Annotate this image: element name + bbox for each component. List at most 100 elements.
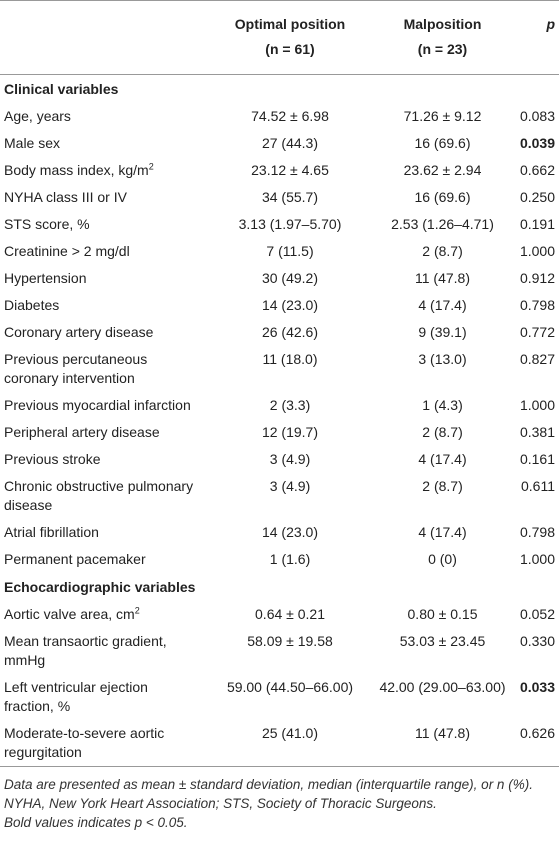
malposition-cell: 3 (13.0) xyxy=(418,351,467,367)
malposition-cell: 1 (4.3) xyxy=(422,397,463,413)
data-row: Age, years 74.52 ± 6.98 71.26 ± 9.12 0.083 xyxy=(0,103,559,130)
row-label: Previous percutaneous coronary intervent… xyxy=(4,351,148,386)
table-body: Clinical variables Age, years 74.52 ± 6.98… xyxy=(0,75,559,767)
malposition-cell: 0.80 ± 0.15 xyxy=(407,606,478,622)
row-label: Chronic obstructive pulmonary disease xyxy=(4,478,194,513)
footnote: Data are presented as mean ± standard de… xyxy=(4,777,533,792)
row-label-cell: Aortic valve area, cm2 xyxy=(0,601,205,628)
optimal-cell: 2 (3.3) xyxy=(269,397,311,413)
data-row: Hypertension 30 (49.2) 11 (47.8) 0.912 xyxy=(0,265,559,292)
malposition-cell: 2 (8.7) xyxy=(422,424,463,440)
row-label: Mean transaortic gradient, mmHg xyxy=(4,633,167,668)
row-label: STS score, % xyxy=(4,216,90,232)
row-label-cell: Previous stroke xyxy=(0,446,205,473)
malposition-cell: 11 (47.8) xyxy=(415,725,470,741)
superscript: 2 xyxy=(148,161,154,172)
row-label-cell: STS score, % xyxy=(0,211,205,238)
footnote: NYHA, New York Heart Association; STS, S… xyxy=(4,796,437,811)
malposition-cell: 4 (17.4) xyxy=(418,297,467,313)
data-row: Atrial fibrillation 14 (23.0) 4 (17.4) 0.79… xyxy=(0,519,559,546)
malposition-cell: 9 (39.1) xyxy=(418,324,467,340)
p-value-cell: 0.662 xyxy=(519,162,555,178)
optimal-cell: 3 (4.9) xyxy=(269,478,311,494)
row-label: NYHA class III or IV xyxy=(4,189,127,205)
p-value-cell: 0.191 xyxy=(519,216,555,232)
data-row: Male sex 27 (44.3) 16 (69.6) 0.039 xyxy=(0,130,559,157)
data-row: Permanent pacemaker 1 (1.6) 0 (0) 1.000 xyxy=(0,546,559,573)
p-value-cell: 0.330 xyxy=(519,633,555,649)
row-label-cell: Previous myocardial infarction xyxy=(0,392,205,419)
malposition-cell: 2 (8.7) xyxy=(422,243,463,259)
p-value-cell: 0.381 xyxy=(519,424,555,440)
row-label: Hypertension xyxy=(4,270,87,286)
malposition-cell: 4 (17.4) xyxy=(418,451,467,467)
row-label: Previous stroke xyxy=(4,451,101,467)
row-label-cell: Moderate-to-severe aortic regurgitation xyxy=(0,720,205,767)
malposition-cell: 2.53 (1.26–4.71) xyxy=(391,216,494,232)
header-cell xyxy=(0,1,205,75)
data-row: Peripheral artery disease 12 (19.7) 2 (8.7… xyxy=(0,419,559,446)
data-row: Chronic obstructive pulmonary disease 3 (… xyxy=(0,473,559,519)
superscript: 2 xyxy=(134,605,140,616)
optimal-cell: 27 (44.3) xyxy=(261,135,319,151)
row-label: Peripheral artery disease xyxy=(4,424,160,440)
p-value-cell: 0.626 xyxy=(519,725,555,741)
malposition-cell: 71.26 ± 9.12 xyxy=(403,108,482,124)
p-value-cell: 0.039 xyxy=(519,135,555,151)
data-row: NYHA class III or IV 34 (55.7) 16 (69.6) 0.… xyxy=(0,184,559,211)
header-cell: p xyxy=(546,16,555,32)
section-title: Echocardiographic variables xyxy=(4,579,196,595)
data-row: Coronary artery disease 26 (42.6) 9 (39.1)… xyxy=(0,319,559,346)
section-title: Clinical variables xyxy=(4,81,119,97)
p-value-cell: 1.000 xyxy=(519,551,555,567)
malposition-cell: 2 (8.7) xyxy=(422,478,463,494)
data-row: Creatinine > 2 mg/dl 7 (11.5) 2 (8.7) 1.000 xyxy=(0,238,559,265)
data-row: Mean transaortic gradient, mmHg 58.09 ± 1… xyxy=(0,628,559,674)
data-row: Previous myocardial infarction 2 (3.3) 1 (… xyxy=(0,392,559,419)
row-label-cell: Permanent pacemaker xyxy=(0,546,205,573)
row-label: Body mass index, kg/m xyxy=(4,162,149,178)
p-value-cell: 0.827 xyxy=(519,351,555,367)
row-label-cell: Hypertension xyxy=(0,265,205,292)
data-row: Diabetes 14 (23.0) 4 (17.4) 0.798 xyxy=(0,292,559,319)
p-value-cell: 0.798 xyxy=(519,524,555,540)
optimal-cell: 26 (42.6) xyxy=(261,324,319,340)
optimal-cell: 3 (4.9) xyxy=(269,451,311,467)
row-label: Diabetes xyxy=(4,297,60,313)
footnotes: Data are presented as mean ± standard de… xyxy=(0,767,559,832)
row-label: Aortic valve area, cm xyxy=(4,606,135,622)
optimal-cell: 58.09 ± 19.58 xyxy=(247,633,333,649)
header-row: Optimal position (n = 61) Malposition (n =… xyxy=(0,0,559,75)
optimal-cell: 0.64 ± 0.21 xyxy=(255,606,325,622)
optimal-cell: 30 (49.2) xyxy=(261,270,319,286)
row-label-cell: Previous percutaneous coronary intervent… xyxy=(0,346,205,392)
p-value-cell: 0.772 xyxy=(519,324,555,340)
section-row: Echocardiographic variables xyxy=(0,573,559,601)
header-n: (n = 23) xyxy=(417,41,468,57)
optimal-cell: 11 (18.0) xyxy=(262,351,318,367)
row-label-cell: Diabetes xyxy=(0,292,205,319)
p-value-cell: 0.912 xyxy=(519,270,555,286)
header-cell: Optimal position (n = 61) xyxy=(205,1,375,75)
row-label-cell: Creatinine > 2 mg/dl xyxy=(0,238,205,265)
row-label: Left ventricular ejection fraction, % xyxy=(4,679,148,714)
row-label: Creatinine > 2 mg/dl xyxy=(4,243,130,259)
header-cell: Malposition (n = 23) xyxy=(375,1,510,75)
row-label-cell: Left ventricular ejection fraction, % xyxy=(0,674,205,720)
row-label: Male sex xyxy=(4,135,61,151)
row-label-cell: NYHA class III or IV xyxy=(0,184,205,211)
optimal-cell: 34 (55.7) xyxy=(261,189,319,205)
footnote: Bold values indicates p < 0.05. xyxy=(4,815,188,830)
data-table: Optimal position (n = 61) Malposition (n =… xyxy=(0,0,559,767)
p-value-cell: 0.611 xyxy=(521,478,555,494)
p-value-cell: 1.000 xyxy=(519,243,555,259)
malposition-cell: 16 (69.6) xyxy=(414,189,471,205)
row-label-cell: Peripheral artery disease xyxy=(0,419,205,446)
data-row: Body mass index, kg/m2 23.12 ± 4.65 23.62 … xyxy=(0,157,559,184)
header-title: Malposition xyxy=(403,16,482,32)
section-row: Clinical variables xyxy=(0,75,559,104)
data-row: Moderate-to-severe aortic regurgitation 2… xyxy=(0,720,559,767)
optimal-cell: 23.12 ± 4.65 xyxy=(251,162,329,178)
malposition-cell: 4 (17.4) xyxy=(418,524,467,540)
header-n: (n = 61) xyxy=(265,41,315,57)
